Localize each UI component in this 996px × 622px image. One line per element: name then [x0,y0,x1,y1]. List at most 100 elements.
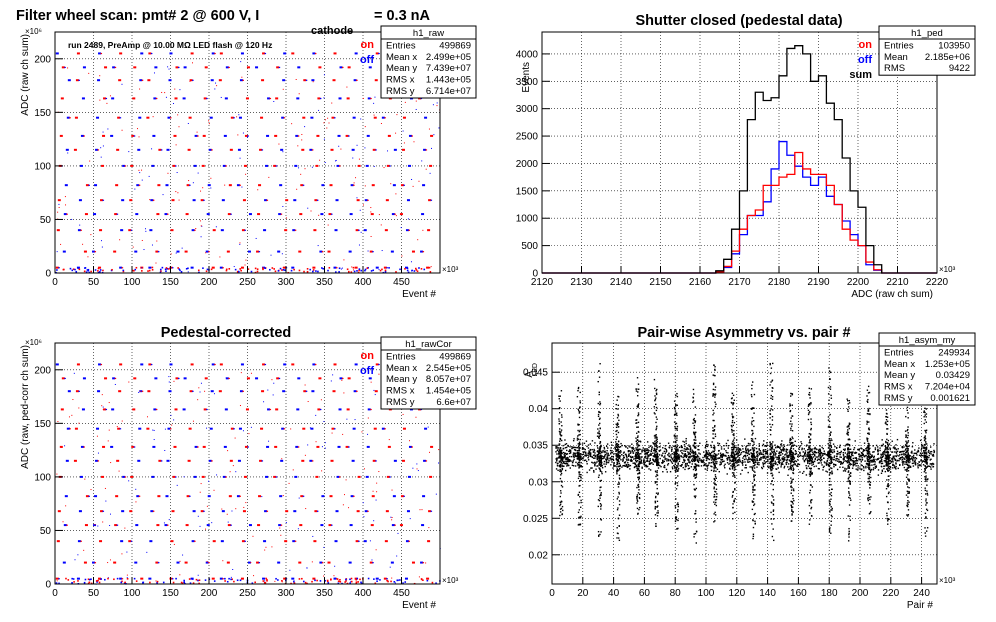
data-point [735,460,737,463]
data-point [83,561,87,564]
data-point [83,446,85,448]
data-point [892,464,895,466]
data-point [577,443,579,445]
data-point [654,502,657,504]
data-point [227,524,231,527]
data-point [881,456,884,459]
data-point [277,579,279,581]
data-point [615,441,617,443]
data-point [597,451,600,453]
data-point [582,451,585,453]
data-point [85,213,87,215]
data-point [630,456,633,459]
data-point [356,79,358,81]
data-point [559,451,561,454]
data-point [342,433,344,435]
data-point [736,451,739,453]
x-tick-label: 450 [393,277,410,288]
data-point [261,79,265,82]
data-point [683,444,686,446]
data-point [222,164,226,167]
data-point [396,555,398,557]
data-point [239,405,241,407]
data-point [926,461,928,464]
data-point [874,465,877,468]
data-point [884,470,887,473]
data-point [138,391,140,393]
data-point [627,459,630,461]
data-point [827,451,829,453]
data-point [786,454,788,456]
data-point [638,469,641,472]
data-point [271,546,273,548]
data-point [854,460,856,462]
data-point [631,449,633,452]
data-point [918,461,920,463]
data-point [208,148,212,151]
data-point [616,471,618,473]
data-point [828,464,831,467]
data-point [654,451,656,453]
data-point [69,117,71,119]
data-point [58,206,60,208]
data-point [638,456,641,458]
data-point [863,467,865,469]
data-point [918,454,921,457]
data-point [138,169,140,171]
data-point [912,442,914,444]
data-point [149,540,153,543]
data-point [312,270,314,273]
data-point [655,523,657,525]
data-point [576,437,579,439]
data-point [778,451,781,453]
data-point [616,532,619,534]
data-point [776,458,778,460]
data-point [750,459,753,461]
data-point [601,471,603,473]
data-point [674,465,676,468]
data-point [737,458,740,461]
data-point [121,553,123,555]
data-point [561,480,563,483]
data-point [898,455,900,457]
data-point [289,569,291,571]
data-point [395,132,397,134]
data-point [350,184,354,187]
data-point [131,445,135,448]
data-point [888,455,890,457]
data-point [637,457,639,459]
data-point [787,455,789,457]
data-point [655,403,657,406]
data-point [580,515,582,518]
data-point [556,449,559,452]
data-point [892,455,895,458]
data-point [727,452,729,454]
data-point [579,400,581,402]
data-point [384,270,387,273]
data-point [264,267,267,270]
data-point [637,486,640,488]
data-point [767,460,769,462]
data-point [353,270,356,273]
data-point [858,453,860,456]
data-point [262,267,264,269]
data-point [612,467,614,469]
data-point [422,251,425,253]
data-point [600,463,603,465]
data-point [256,268,259,270]
data-point [258,184,262,187]
data-point [124,165,127,167]
data-point [230,524,232,526]
data-point [354,266,358,269]
data-point [351,459,355,462]
data-point [601,465,603,467]
data-point [64,184,68,187]
data-point [378,373,380,375]
data-point [669,471,672,473]
data-point [632,450,634,453]
data-point [774,462,776,464]
data-point [581,448,584,450]
data-point [825,463,828,466]
data-point [638,497,641,500]
data-point [84,524,88,527]
